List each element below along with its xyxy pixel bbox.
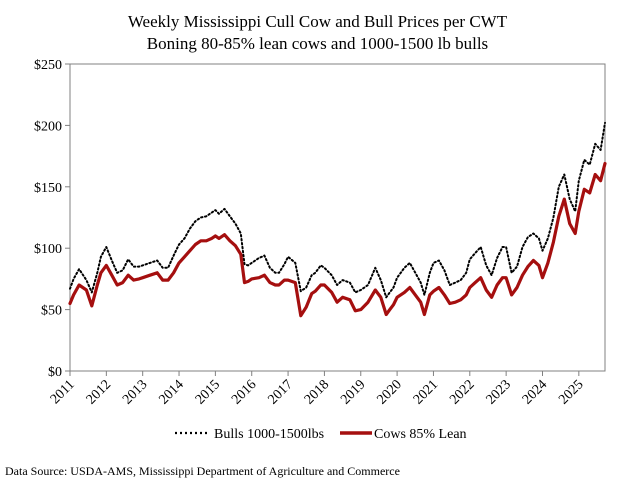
series-line-bulls <box>69 121 606 299</box>
x-tick-label: 2018 <box>302 377 332 407</box>
x-tick-label: 2012 <box>84 377 114 407</box>
x-tick-label: 2013 <box>120 377 150 407</box>
legend-label-bulls: Bulls 1000-1500lbs <box>214 427 324 442</box>
x-tick-label: 2024 <box>520 377 550 407</box>
x-tick-label: 2011 <box>48 377 78 407</box>
y-tick-label: $50 <box>41 304 62 319</box>
x-tick-label: 2019 <box>338 377 368 407</box>
x-tick-label: 2021 <box>411 377 441 407</box>
x-tick-label: 2020 <box>375 377 405 407</box>
x-axis: 2011 2012 2013 2014 2015 2016 2017 2018 2019 2020… <box>48 371 587 408</box>
plot-area <box>69 63 606 372</box>
x-tick-label: 2014 <box>156 377 186 407</box>
y-tick-label: $200 <box>34 119 62 134</box>
series-layer <box>68 121 607 318</box>
x-tick-label: 2015 <box>193 377 223 407</box>
chart-title: Weekly Mississippi Cull Cow and Bull Pri… <box>128 12 508 31</box>
chart-subtitle: Boning 80-85% lean cows and 1000-1500 lb… <box>147 34 488 53</box>
legend: Bulls 1000-1500lbs Cows 85% Lean <box>175 427 467 442</box>
y-tick-label: $100 <box>34 242 62 257</box>
x-tick-label: 2022 <box>447 377 477 407</box>
y-tick-label: $150 <box>34 181 62 196</box>
y-tick-label: $250 <box>34 58 62 73</box>
data-source-note: Data Source: USDA-AMS, Mississippi Depar… <box>5 464 400 478</box>
x-tick-label: 2025 <box>556 377 586 407</box>
legend-label-cows: Cows 85% Lean <box>374 427 467 442</box>
y-axis: $0 $50 $100 $150 $200 $250 <box>34 58 70 380</box>
series-line-cows <box>68 161 607 318</box>
x-tick-label: 2017 <box>265 377 295 407</box>
y-tick-label: $0 <box>48 365 62 380</box>
x-tick-label: 2016 <box>229 377 259 407</box>
x-tick-label: 2023 <box>484 377 514 407</box>
